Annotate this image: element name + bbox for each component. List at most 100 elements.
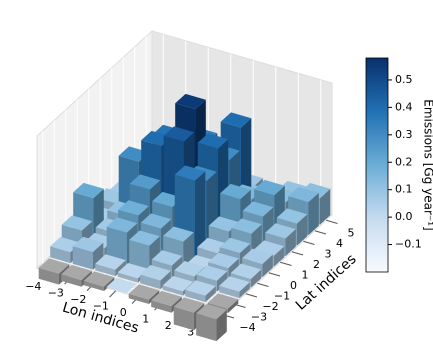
bar bbox=[196, 303, 227, 342]
bar-side-face bbox=[227, 299, 239, 314]
y-tick-label: −2 bbox=[262, 300, 278, 313]
bar-top-face bbox=[197, 133, 229, 149]
bar-top-face bbox=[220, 112, 252, 128]
bar-side-face bbox=[308, 192, 319, 236]
y-axis-label: Lat indices bbox=[293, 251, 360, 313]
colorbar-tick-label: 0.4 bbox=[395, 100, 413, 113]
bar-front-face bbox=[196, 313, 217, 342]
x-tick-label: −4 bbox=[25, 280, 41, 293]
bar bbox=[106, 277, 137, 294]
colorbar-label: Emissions [Gg year⁻¹] bbox=[422, 99, 433, 230]
bar-side-face bbox=[194, 171, 206, 258]
bar-side-face bbox=[103, 277, 115, 292]
bar-top-face bbox=[265, 223, 296, 239]
bar-front-face bbox=[72, 246, 93, 270]
x-tick bbox=[109, 290, 117, 298]
bar-top-face bbox=[219, 276, 250, 292]
bar-side-face bbox=[296, 214, 308, 246]
y-tick-label: −4 bbox=[239, 321, 255, 334]
bar-front-face bbox=[185, 289, 206, 303]
bar-top-face bbox=[83, 271, 115, 287]
bar-top-face bbox=[196, 265, 228, 281]
y-tick bbox=[314, 230, 327, 235]
bar-top-face bbox=[151, 250, 183, 266]
bar-top-face bbox=[73, 182, 104, 199]
bar-top-face bbox=[174, 261, 205, 277]
bar bbox=[219, 276, 250, 299]
y-tick-label: 4 bbox=[336, 237, 343, 250]
bar-top-face bbox=[219, 237, 251, 254]
bar-top-face bbox=[140, 265, 171, 281]
y-tick bbox=[326, 219, 338, 224]
bar-front-face bbox=[61, 274, 82, 287]
bar-side-face bbox=[285, 229, 296, 257]
bar-top-face bbox=[151, 290, 182, 307]
bar-front-face bbox=[106, 226, 127, 266]
bar-top-face bbox=[220, 183, 251, 200]
bar-front-face bbox=[38, 267, 59, 285]
y-tick-label: 2 bbox=[313, 258, 320, 271]
bar-top-face bbox=[140, 213, 172, 229]
bar-top-face bbox=[129, 174, 161, 190]
bar-top-face bbox=[288, 186, 319, 203]
bar-side-face bbox=[160, 270, 171, 290]
y-tick bbox=[245, 293, 258, 298]
bar-top-face bbox=[254, 179, 285, 196]
y-tick bbox=[268, 272, 281, 277]
x-tick-label: −1 bbox=[93, 299, 109, 312]
x-tick-label: −2 bbox=[70, 293, 86, 306]
x-tick-label: −3 bbox=[48, 286, 64, 299]
bar-front-face bbox=[50, 246, 71, 264]
y-tick bbox=[280, 261, 292, 266]
bar-top-face bbox=[106, 277, 137, 294]
bar-top-face bbox=[242, 201, 274, 217]
bar-top-face bbox=[231, 218, 262, 234]
bar-top-face bbox=[95, 254, 126, 270]
bar-front-face bbox=[219, 285, 240, 299]
y-tick-label: 5 bbox=[348, 226, 355, 239]
colorbar-tick-label: 0.1 bbox=[395, 183, 413, 196]
bar bbox=[140, 265, 171, 290]
bar-top-face bbox=[173, 297, 205, 313]
bar-side-face bbox=[216, 309, 227, 342]
y-tick-label: 0 bbox=[290, 279, 297, 292]
bar-top-face bbox=[163, 226, 194, 242]
y-tick-label: −1 bbox=[274, 289, 290, 302]
bar-side-face bbox=[250, 269, 262, 288]
colorbar-tick-label: −0.1 bbox=[395, 238, 422, 251]
bar-side-face bbox=[183, 232, 194, 269]
bar-top-face bbox=[174, 165, 206, 181]
colorbar-tick-label: 0.3 bbox=[395, 128, 413, 141]
bar-top-face bbox=[106, 217, 138, 233]
bar-top-face bbox=[129, 230, 160, 246]
colorbar-tick-label: 0.0 bbox=[395, 210, 413, 223]
y-tick bbox=[291, 251, 304, 256]
bar-side-face bbox=[262, 254, 273, 278]
bar-top-face bbox=[208, 252, 239, 268]
colorbar bbox=[365, 57, 389, 273]
bar-top-face bbox=[61, 215, 93, 231]
y-tick-label: −3 bbox=[251, 310, 267, 323]
bar-front-face bbox=[162, 285, 183, 296]
bar-top-face bbox=[185, 280, 216, 296]
bar-top-face bbox=[38, 258, 70, 274]
bar-top-face bbox=[230, 263, 262, 279]
bar-top-face bbox=[196, 303, 227, 320]
bar-top-face bbox=[207, 293, 239, 309]
bar-front-face bbox=[129, 239, 150, 273]
colorbar-tick-label: 0.2 bbox=[395, 155, 413, 168]
bar-side-face bbox=[319, 188, 331, 225]
bar-front-face bbox=[140, 274, 161, 290]
bar-top-face bbox=[163, 126, 195, 142]
bar-top-face bbox=[162, 275, 194, 292]
y-tick-label: 1 bbox=[302, 268, 309, 281]
bar-top-face bbox=[276, 208, 308, 224]
bar-front-face bbox=[173, 306, 194, 331]
bar-side-face bbox=[239, 282, 250, 299]
bar-front-face bbox=[128, 293, 149, 305]
x-tick-label: 3 bbox=[187, 325, 194, 338]
y-tick bbox=[303, 240, 315, 245]
bar-front-face bbox=[83, 280, 104, 292]
x-tick-label: 2 bbox=[165, 319, 172, 332]
